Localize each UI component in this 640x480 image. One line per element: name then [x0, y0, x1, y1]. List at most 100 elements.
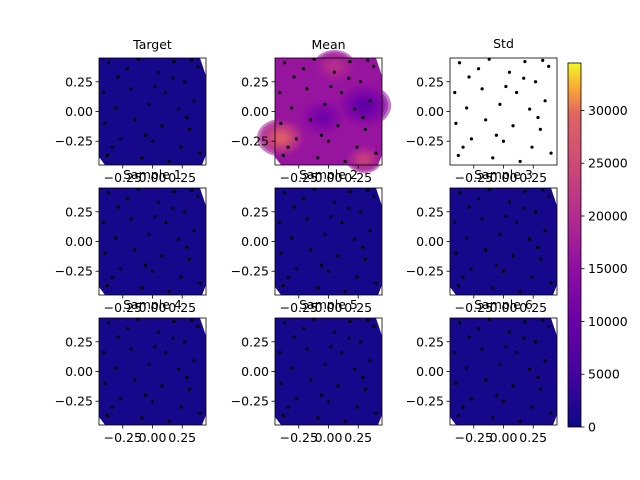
sample-point [329, 84, 333, 89]
sample-point [179, 145, 183, 149]
sample-point [190, 188, 194, 192]
sample-point [359, 340, 363, 344]
sample-point [530, 405, 534, 409]
sample-point [536, 375, 540, 380]
sample-point [469, 267, 473, 271]
sample-point [476, 67, 481, 71]
contour-level [329, 62, 340, 70]
sample-point [454, 121, 458, 125]
sample-point [456, 283, 460, 288]
sample-point [116, 335, 120, 339]
sample-point [453, 220, 457, 225]
sample-point [316, 416, 320, 420]
sample-point [480, 87, 484, 91]
colorbar-tick-label: 20000 [588, 208, 628, 223]
sample-point [163, 90, 168, 95]
sample-point [143, 393, 147, 397]
sample-point [454, 251, 458, 255]
panel-title: Sample 1 [123, 167, 182, 182]
y-tick-label: −0.25 [55, 264, 93, 279]
sample-point [177, 367, 181, 371]
y-tick-label: 0.00 [416, 104, 444, 119]
sample-point [480, 217, 484, 221]
contour-level [360, 155, 369, 163]
sample-point [467, 335, 471, 339]
sample-point [494, 263, 498, 267]
sample-point [278, 90, 282, 95]
sample-point [319, 393, 323, 397]
x-tick-label: 0.00 [139, 300, 167, 315]
colorbar-tick-label: 5000 [588, 367, 620, 382]
sample-point [103, 121, 107, 125]
sample-point [504, 84, 508, 89]
sample-point [374, 281, 378, 285]
y-tick-label: 0.00 [65, 104, 93, 119]
sample-point [332, 330, 337, 334]
colorbar: 0 5000 10000 15000 20000 25000 30000 [567, 62, 628, 435]
sample-point [105, 413, 109, 418]
sample-point [339, 90, 344, 95]
sample-point [160, 384, 164, 388]
y-tick-label: 0.25 [241, 74, 269, 89]
sample-point [171, 76, 175, 80]
contour-field [99, 318, 206, 425]
sample-point [110, 405, 114, 409]
contour-field [275, 188, 382, 295]
sample-point [374, 151, 378, 155]
sample-point [336, 124, 340, 128]
sample-point [465, 236, 469, 240]
y-tick-label: 0.00 [416, 234, 444, 249]
contour-field [450, 318, 557, 425]
y-tick-label: 0.25 [65, 204, 93, 219]
sample-point [187, 387, 191, 391]
sample-point [196, 194, 200, 198]
x-tick-label: 0.25 [344, 430, 372, 445]
sample-point [147, 232, 151, 236]
y-tick-label: 0.00 [416, 364, 444, 379]
sample-point [179, 405, 183, 409]
sample-point [116, 205, 120, 209]
sample-point [156, 330, 161, 334]
y-tick-label: −0.25 [406, 394, 444, 409]
sample-point [309, 248, 313, 252]
colorbar-gradient [568, 63, 581, 427]
sample-point [501, 269, 506, 273]
y-tick-label: 0.25 [65, 334, 93, 349]
sample-point [457, 191, 462, 195]
contour-field [99, 188, 206, 295]
panel-title: Target [132, 37, 172, 52]
sample-point [469, 137, 473, 141]
sample-point [177, 107, 181, 111]
sample-point [279, 381, 283, 385]
hull-corner [275, 157, 281, 165]
sample-point [125, 197, 130, 201]
sample-point [143, 263, 147, 267]
sample-point [456, 413, 460, 418]
sample-point [454, 381, 458, 385]
x-tick-label: −0.25 [455, 430, 493, 445]
sample-point [172, 319, 176, 324]
sample-point [457, 61, 462, 65]
sample-point [118, 137, 122, 141]
sample-point [183, 210, 187, 214]
x-tick-label: 0.00 [139, 170, 167, 185]
sample-point [305, 87, 309, 91]
sample-point [105, 153, 109, 158]
sample-point [372, 324, 376, 328]
hull-corner [376, 188, 382, 206]
y-tick-label: 0.25 [65, 74, 93, 89]
sample-point [355, 275, 359, 279]
sample-point [323, 362, 327, 366]
sample-point [316, 286, 320, 290]
hull-corner [202, 285, 206, 295]
x-tick-label: 0.00 [490, 300, 518, 315]
sample-point [484, 248, 488, 252]
y-tick-label: 0.25 [241, 204, 269, 219]
contour-field [450, 188, 557, 295]
sample-point [286, 275, 290, 279]
sample-point [292, 335, 296, 339]
sample-point [116, 75, 120, 79]
sample-point [336, 384, 340, 388]
